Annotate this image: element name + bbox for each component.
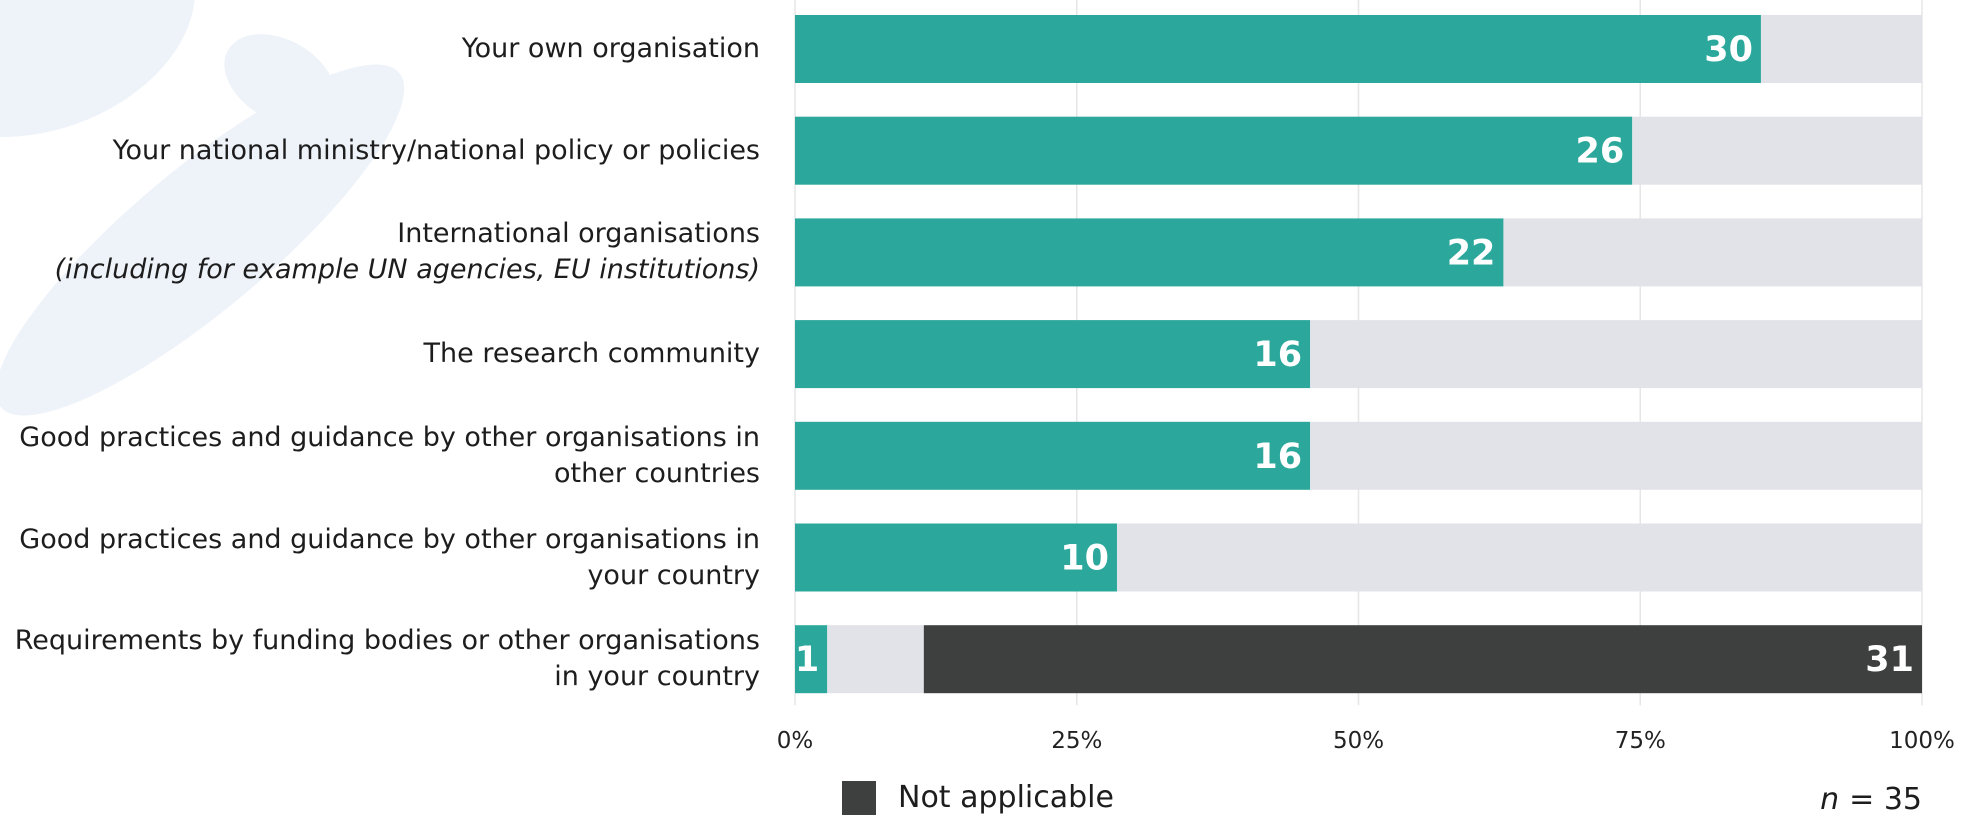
bar-segment	[1503, 218, 1922, 287]
value-label: 16	[1253, 437, 1302, 477]
bar-segment	[1310, 421, 1922, 490]
x-tick-label: 100%	[1889, 728, 1955, 754]
category-label: Good practices and guidance by other org…	[0, 420, 760, 492]
bar-segment	[795, 625, 828, 694]
category-text: The research community	[423, 338, 760, 370]
category-text: International organisations	[397, 218, 760, 250]
legend-label: Not applicable	[898, 780, 1114, 815]
x-tick-label: 0%	[777, 728, 814, 754]
sample-size-note: n = 35	[1820, 782, 1922, 817]
category-label: Your national ministry/national policy o…	[0, 133, 760, 169]
background-decoration	[0, 0, 405, 416]
category-label: Good practices and guidance by other org…	[0, 522, 760, 594]
bar-segment	[795, 15, 1761, 83]
bar-segment	[1116, 523, 1922, 592]
value-label: 26	[1576, 132, 1625, 172]
category-text: Requirements by funding bodies or other …	[14, 625, 760, 693]
legend-swatch	[842, 780, 876, 815]
category-label: International organisations (including fo…	[0, 216, 760, 288]
category-label: Requirements by funding bodies or other …	[0, 623, 760, 695]
value-label: 31	[1865, 640, 1914, 680]
bar-segment	[1632, 116, 1922, 185]
x-tick-label: 75%	[1615, 728, 1666, 754]
category-text: Good practices and guidance by other org…	[19, 421, 760, 489]
category-note: (including for example UN agencies, EU i…	[54, 254, 760, 286]
x-tick-label: 50%	[1333, 728, 1384, 754]
bar-segment	[1310, 320, 1922, 389]
bar-segment	[795, 320, 1311, 389]
legend: Not applicable	[842, 780, 1114, 815]
bar-segment	[795, 523, 1117, 592]
category-label: Your own organisation	[0, 31, 760, 67]
value-label: 22	[1447, 233, 1496, 273]
bar-segment	[923, 625, 1922, 694]
bar-segment	[827, 625, 924, 694]
bar-segment	[1760, 15, 1922, 83]
category-label: The research community	[0, 336, 760, 372]
x-tick-label: 25%	[1051, 728, 1102, 754]
value-label: 30	[1704, 30, 1753, 70]
note-text: = 35	[1849, 782, 1922, 817]
category-text: Good practices and guidance by other org…	[19, 523, 760, 591]
value-label: 1	[795, 640, 819, 680]
value-label: 16	[1253, 335, 1302, 375]
bar-segment	[795, 421, 1311, 490]
bar-segment	[795, 218, 1504, 287]
note-variable: n	[1820, 782, 1840, 817]
value-label: 10	[1060, 539, 1109, 579]
category-text: Your national ministry/national policy o…	[112, 134, 760, 166]
category-text: Your own organisation	[461, 33, 760, 64]
bar-segment	[795, 116, 1633, 185]
